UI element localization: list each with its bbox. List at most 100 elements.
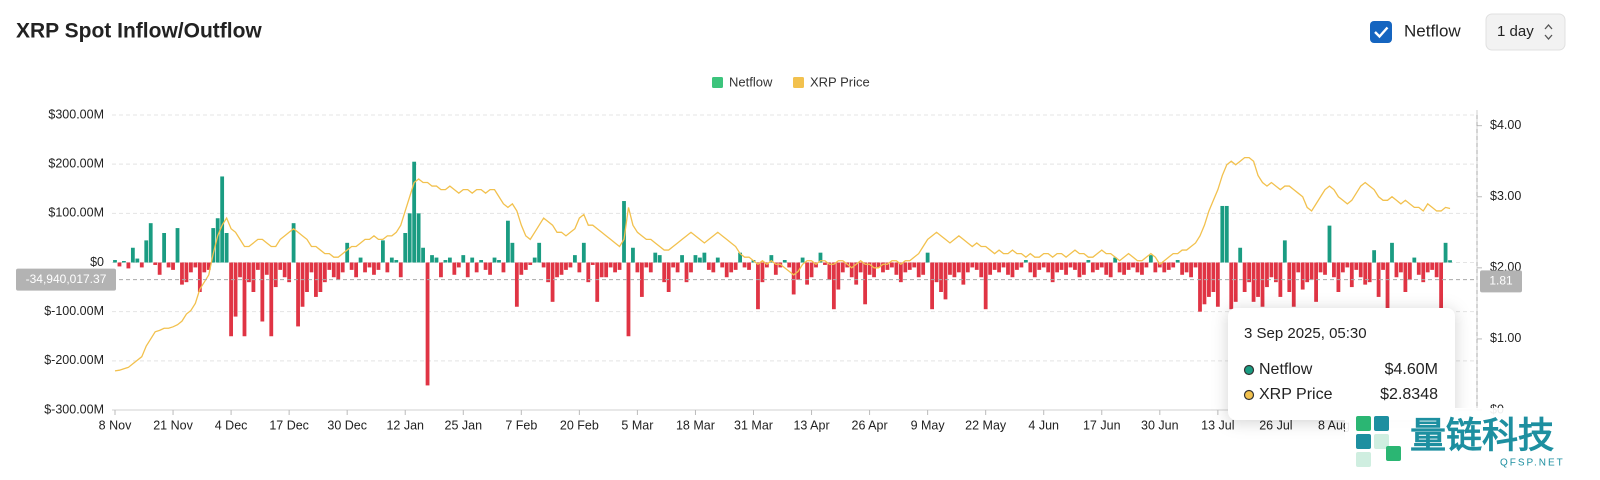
bar (657, 255, 662, 263)
y2-tick-label: $3.00 (1490, 189, 1521, 203)
bar (631, 247, 635, 263)
bar (720, 262, 725, 268)
bar (1274, 262, 1278, 283)
bar (1028, 262, 1033, 273)
bar (184, 262, 189, 283)
bar (1023, 260, 1028, 263)
select-value[interactable]: 1 day (1497, 23, 1534, 40)
bar (1041, 262, 1046, 268)
bar (836, 262, 841, 290)
bar (425, 262, 430, 386)
bar (1247, 262, 1252, 283)
bar (528, 262, 533, 265)
bar (921, 262, 926, 275)
bar (171, 262, 175, 270)
y-tick-label: $-300.00M (44, 402, 104, 416)
bar (1207, 262, 1211, 297)
legend-label: Netflow (729, 74, 773, 89)
bar (153, 262, 158, 265)
tooltip-dot (1243, 364, 1255, 376)
bar (1385, 262, 1390, 312)
bar (733, 262, 738, 270)
bar (782, 260, 787, 263)
bar (519, 262, 524, 275)
bar (805, 262, 809, 285)
bar (474, 262, 479, 273)
bar (206, 262, 211, 270)
x-tick-label: 8 Aug (1318, 418, 1350, 432)
bar (229, 262, 233, 337)
crosshair-y2-label: 1.81 (1489, 274, 1513, 288)
select-box[interactable] (1485, 13, 1566, 51)
bar (389, 257, 394, 263)
bar (787, 262, 792, 268)
bar (506, 220, 510, 263)
bar (1086, 260, 1091, 263)
y2-tick-label: $1.00 (1490, 331, 1521, 345)
y-tick-label: $-100.00M (44, 304, 104, 318)
bar (639, 262, 644, 297)
y-tick-label: $0 (90, 255, 104, 269)
bar (885, 262, 890, 270)
bar (532, 257, 537, 263)
bar (1148, 255, 1153, 263)
bar (662, 262, 667, 283)
bar (1019, 262, 1024, 268)
bar (1010, 262, 1015, 278)
bar (1220, 205, 1225, 263)
bar (1439, 262, 1444, 312)
netflow-toggle[interactable]: Netflow (1370, 21, 1461, 43)
bar (537, 242, 542, 263)
interval-select[interactable]: 1 day (1485, 13, 1566, 51)
bar (961, 262, 966, 285)
bar (1327, 225, 1332, 263)
bar (189, 262, 193, 273)
toggle-label[interactable]: Netflow (1404, 21, 1461, 40)
bar (1215, 262, 1220, 307)
netflow-bars (113, 161, 1452, 386)
y-tick-label: $300.00M (48, 107, 104, 121)
bar (363, 262, 367, 273)
bar (1265, 262, 1269, 288)
bar (1399, 262, 1403, 273)
bar (599, 262, 604, 278)
bar (747, 262, 751, 270)
bar (858, 262, 863, 273)
x-tick-label: 4 Jun (1028, 418, 1059, 432)
bar (273, 262, 278, 288)
bar (1358, 262, 1363, 278)
bar (809, 262, 814, 278)
bar (635, 262, 640, 273)
bar (166, 262, 171, 268)
bar (367, 262, 372, 268)
bar (894, 262, 899, 275)
bar (890, 262, 894, 268)
checkbox[interactable] (1370, 21, 1392, 43)
bar (175, 228, 180, 263)
bar (1282, 240, 1287, 263)
bar (461, 255, 466, 263)
bar (925, 252, 930, 263)
tooltip-value: $2.8348 (1380, 386, 1438, 403)
bar (983, 262, 988, 310)
bar (264, 262, 269, 275)
watermark-site: QFSP.NET (1500, 458, 1565, 469)
tooltip-series-name: Netflow (1259, 361, 1313, 378)
bar (1278, 262, 1283, 297)
x-tick-label: 18 Mar (676, 418, 715, 432)
bar (180, 262, 184, 285)
bar (1323, 262, 1327, 275)
bar (233, 262, 238, 317)
bar (300, 262, 305, 307)
bar (1296, 262, 1301, 273)
bar (1068, 262, 1073, 268)
bar (255, 262, 260, 270)
bar (1104, 262, 1109, 275)
bar (988, 262, 993, 275)
x-tick-label: 5 Mar (621, 418, 653, 432)
bar (398, 262, 403, 278)
bar (1269, 262, 1274, 278)
bar (1443, 242, 1448, 263)
x-tick-label: 4 Dec (215, 418, 248, 432)
